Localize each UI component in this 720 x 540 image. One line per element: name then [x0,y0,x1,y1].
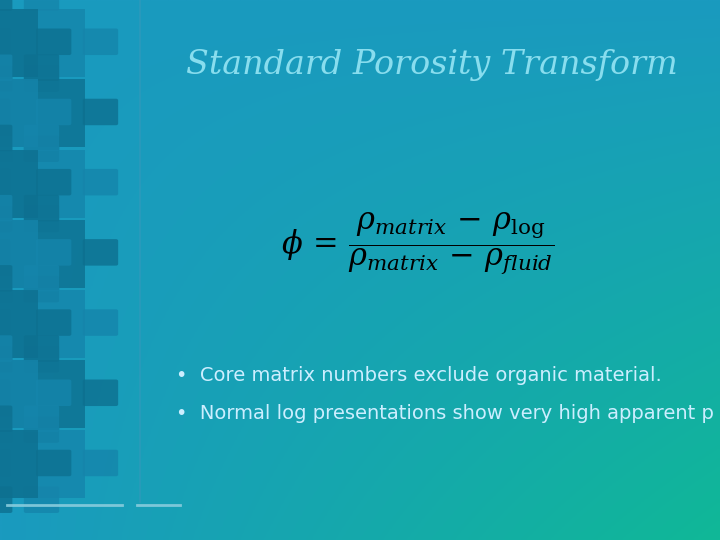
FancyBboxPatch shape [0,406,12,432]
FancyBboxPatch shape [0,276,12,302]
FancyBboxPatch shape [0,169,10,195]
FancyBboxPatch shape [36,450,71,476]
FancyBboxPatch shape [24,0,59,11]
FancyBboxPatch shape [0,335,12,362]
FancyBboxPatch shape [24,487,59,513]
FancyBboxPatch shape [24,335,59,362]
FancyBboxPatch shape [36,380,71,406]
FancyBboxPatch shape [0,29,10,55]
Text: •  Normal log presentations show very high apparent p: • Normal log presentations show very hig… [176,403,714,423]
FancyBboxPatch shape [0,206,12,232]
Text: $\phi\, =\, \dfrac{\rho_{\mathit{matrix}}\, -\, \rho_{\mathrm{log}}}{\rho_{\math: $\phi\, =\, \dfrac{\rho_{\mathit{matrix}… [281,210,554,276]
Bar [0,360,85,428]
FancyBboxPatch shape [0,136,12,162]
FancyBboxPatch shape [24,406,59,432]
FancyBboxPatch shape [83,380,118,406]
FancyBboxPatch shape [83,450,118,476]
FancyBboxPatch shape [0,125,12,151]
FancyBboxPatch shape [0,239,10,266]
Text: •  Core matrix numbers exclude organic material.: • Core matrix numbers exclude organic ma… [176,366,662,385]
Bar [0,430,85,498]
Bar [0,430,38,498]
Bar [0,79,85,147]
FancyBboxPatch shape [0,195,12,221]
FancyBboxPatch shape [24,346,59,373]
Bar [0,220,85,288]
FancyBboxPatch shape [0,265,12,292]
FancyBboxPatch shape [24,265,59,292]
FancyBboxPatch shape [36,29,71,55]
Bar [0,9,38,77]
Bar [0,360,38,428]
FancyBboxPatch shape [24,136,59,162]
Bar [0,79,38,147]
FancyBboxPatch shape [0,0,12,11]
Bar [0,9,85,77]
Bar [0,290,38,358]
FancyBboxPatch shape [83,309,118,336]
FancyBboxPatch shape [24,65,59,92]
FancyBboxPatch shape [83,29,118,55]
FancyBboxPatch shape [24,195,59,221]
FancyBboxPatch shape [83,99,118,125]
FancyBboxPatch shape [0,416,12,443]
FancyBboxPatch shape [0,487,12,513]
Bar [0,220,38,288]
Bar [0,290,85,358]
Text: Standard Porosity Transform: Standard Porosity Transform [186,49,678,81]
FancyBboxPatch shape [83,169,118,195]
FancyBboxPatch shape [0,99,10,125]
FancyBboxPatch shape [24,276,59,302]
FancyBboxPatch shape [36,309,71,336]
FancyBboxPatch shape [36,99,71,125]
FancyBboxPatch shape [0,346,12,373]
FancyBboxPatch shape [0,65,12,92]
Bar [0,150,38,218]
Bar [0,150,85,218]
FancyBboxPatch shape [24,416,59,443]
FancyBboxPatch shape [24,206,59,232]
FancyBboxPatch shape [24,55,59,81]
FancyBboxPatch shape [83,239,118,266]
FancyBboxPatch shape [36,239,71,266]
FancyBboxPatch shape [24,125,59,151]
FancyBboxPatch shape [36,169,71,195]
FancyBboxPatch shape [0,309,10,336]
FancyBboxPatch shape [0,55,12,81]
FancyBboxPatch shape [0,450,10,476]
FancyBboxPatch shape [0,380,10,406]
